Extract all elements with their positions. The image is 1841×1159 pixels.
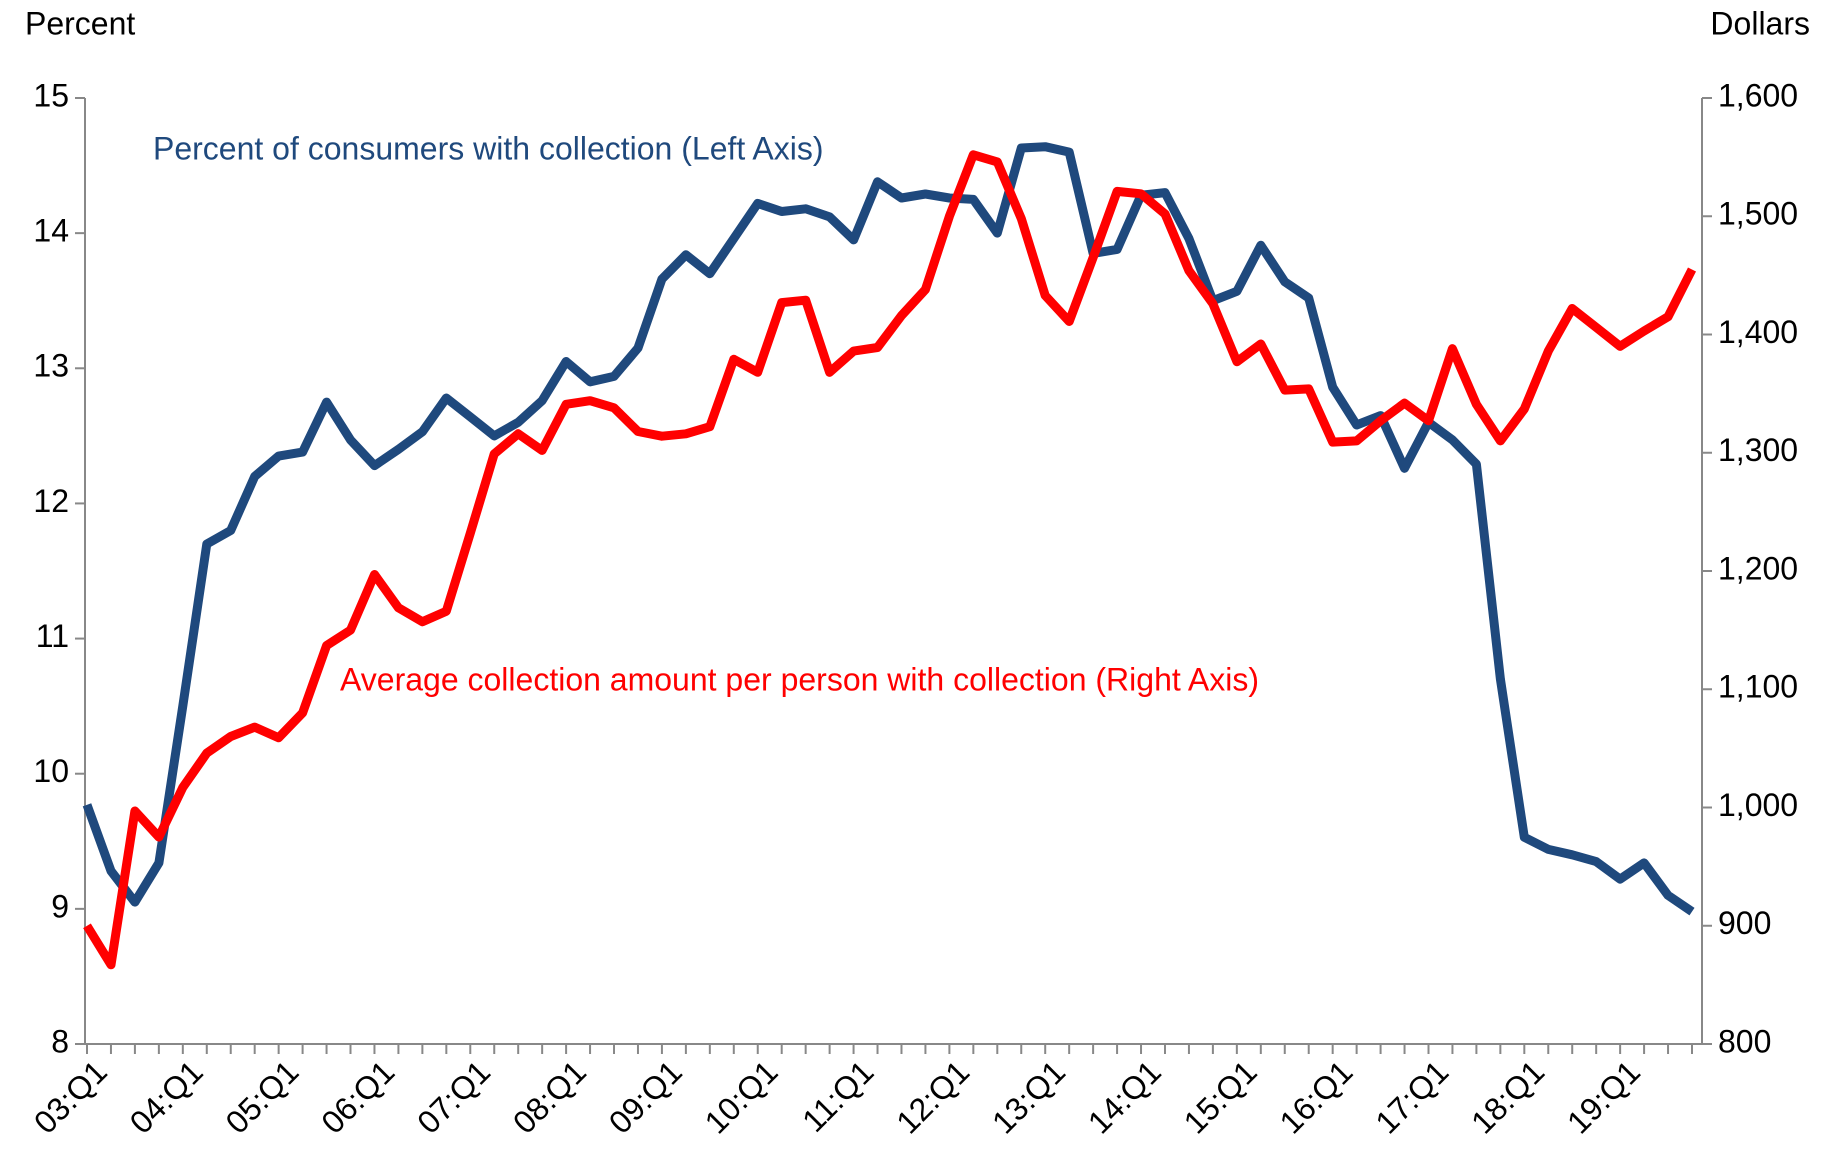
y-tick-label: 14 xyxy=(33,213,69,249)
y2-tick-label: 1,600 xyxy=(1718,77,1798,113)
y2-tick-label: 900 xyxy=(1718,905,1771,941)
y2-tick-label: 1,200 xyxy=(1718,550,1798,586)
x-tick-label: 07:Q1 xyxy=(410,1053,497,1140)
y2-tick-label: 1,300 xyxy=(1718,432,1798,468)
y-axis-label: Percent xyxy=(25,5,135,41)
x-tick-label: 18:Q1 xyxy=(1464,1053,1551,1140)
y-tick-label: 10 xyxy=(33,753,69,789)
x-tick-label: 05:Q1 xyxy=(218,1053,305,1140)
y-tick-label: 15 xyxy=(33,77,69,113)
x-tick-label: 11:Q1 xyxy=(795,1053,880,1138)
x-tick-label: 14:Q1 xyxy=(1081,1053,1168,1140)
annotation: Percent of consumers with collection (Le… xyxy=(153,130,824,166)
x-tick-label: 13:Q1 xyxy=(985,1053,1072,1140)
x-tick-label: 19:Q1 xyxy=(1560,1053,1647,1140)
y2-tick-label: 1,500 xyxy=(1718,196,1798,232)
y-tick-label: 9 xyxy=(51,888,69,924)
annotation: Average collection amount per person wit… xyxy=(340,661,1259,697)
x-tick-label: 17:Q1 xyxy=(1368,1053,1455,1140)
x-tick-label: 12:Q1 xyxy=(889,1053,976,1140)
y-tick-label: 8 xyxy=(51,1023,69,1059)
series-line xyxy=(83,150,1697,970)
y-tick-label: 12 xyxy=(33,483,69,519)
x-tick-label: 15:Q1 xyxy=(1177,1053,1264,1140)
x-tick-label: 04:Q1 xyxy=(123,1053,210,1140)
y2-axis-label: Dollars xyxy=(1710,5,1810,41)
x-tick-label: 08:Q1 xyxy=(506,1053,593,1140)
x-tick-label: 09:Q1 xyxy=(602,1053,689,1140)
series-line xyxy=(82,142,1695,916)
y2-tick-label: 1,400 xyxy=(1718,314,1798,350)
y2-tick-label: 1,000 xyxy=(1718,787,1798,823)
x-tick-label: 03:Q1 xyxy=(27,1053,114,1140)
x-tick-label: 10:Q1 xyxy=(698,1053,785,1140)
x-tick-label: 06:Q1 xyxy=(314,1053,401,1140)
x-tick-label: 16:Q1 xyxy=(1273,1053,1360,1140)
y-tick-label: 13 xyxy=(33,348,69,384)
y2-tick-label: 1,100 xyxy=(1718,669,1798,705)
y2-tick-label: 800 xyxy=(1718,1023,1771,1059)
y-tick-label: 11 xyxy=(36,618,69,654)
